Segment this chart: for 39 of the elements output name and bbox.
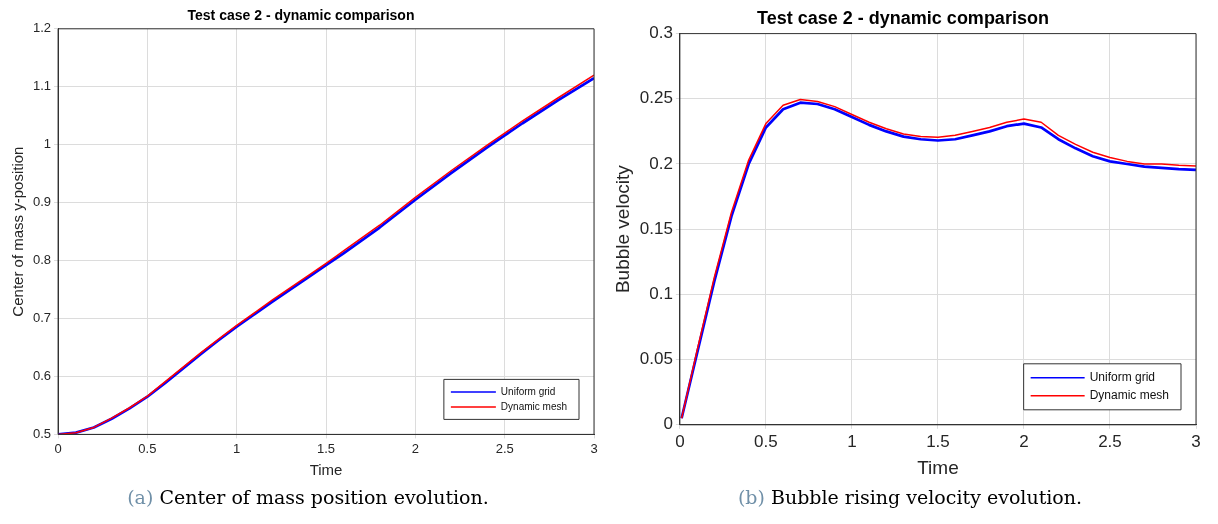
y-tick-label: 1 — [43, 136, 52, 152]
x-tick-label: 2.5 — [1098, 431, 1122, 451]
y-tick-label: 0.8 — [32, 252, 52, 268]
y-axis-title: Bubble velocity — [611, 164, 633, 294]
y-tick-label: 0.3 — [649, 23, 673, 43]
x-tick-label: 1 — [233, 440, 241, 456]
y-tick-label: 0.05 — [639, 349, 673, 369]
chart-title: Test case 2 - dynamic comparison — [187, 7, 415, 24]
y-tick-label: 0 — [663, 414, 673, 434]
text: (a) Center of mass position evolution. — [127, 486, 489, 508]
chart-title: Test case 2 - dynamic comparison — [757, 7, 1049, 28]
y-axis-title: Center of mass y-position — [9, 146, 27, 317]
legend-label: Uniform grid — [1089, 370, 1156, 385]
legend-label: Uniform grid — [500, 385, 556, 397]
y-tick-label: 0.1 — [649, 284, 673, 304]
x-tick-label: 2 — [411, 440, 419, 456]
x-tick-label: 0.5 — [754, 431, 778, 451]
y-tick-label: 0.6 — [32, 368, 52, 384]
x-tick-label: 1.5 — [926, 431, 950, 451]
x-tick-label: 1 — [847, 431, 857, 451]
text: (b) Bubble rising velocity evolution. — [737, 486, 1083, 508]
x-tick-label: 0.5 — [138, 440, 157, 456]
x-axis-title: Time — [917, 456, 959, 478]
y-tick-label: 0.7 — [32, 310, 52, 326]
y-tick-label: 1.2 — [32, 20, 52, 36]
x-axis-title: Time — [309, 461, 343, 479]
y-tick-label: 0.25 — [639, 88, 673, 108]
x-tick-label: 3 — [1191, 431, 1201, 451]
y-tick-label: 0.9 — [32, 194, 52, 210]
y-tick-label: 1.1 — [32, 78, 52, 94]
x-tick-label: 3 — [590, 440, 598, 456]
y-tick-label: 0.15 — [639, 218, 673, 238]
x-tick-label: 1.5 — [317, 440, 336, 456]
y-tick-label: 0.2 — [649, 153, 673, 173]
legend-label: Dynamic mesh — [500, 400, 568, 412]
legend-label: Dynamic mesh — [1089, 388, 1170, 403]
x-tick-label: 2.5 — [495, 440, 514, 456]
x-tick-label: 2 — [1019, 431, 1029, 451]
x-tick-label: 0 — [54, 440, 62, 456]
